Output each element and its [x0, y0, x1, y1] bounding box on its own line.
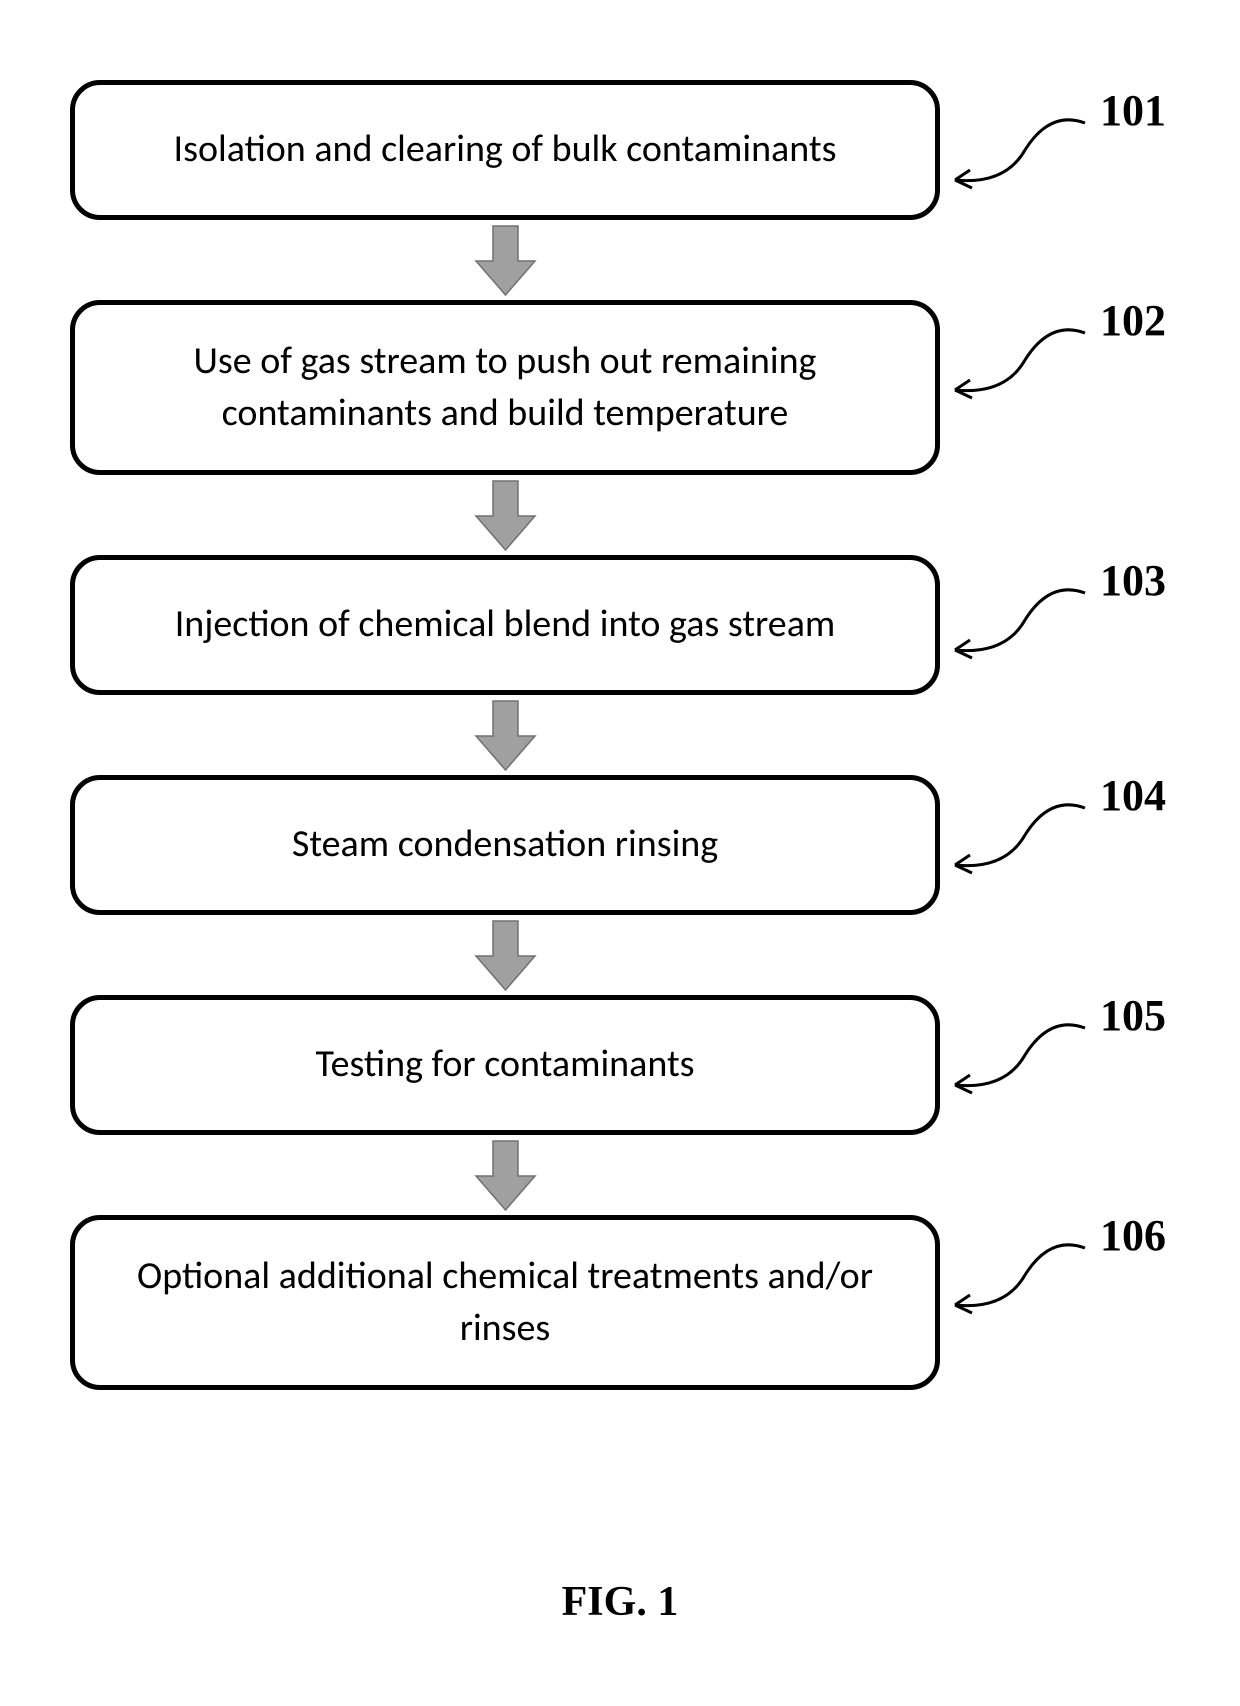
step-text: Testing for contaminants — [315, 1039, 694, 1090]
step-text: Use of gas stream to push out remaining … — [115, 336, 895, 439]
step-box-101: Isolation and clearing of bulk contamina… — [70, 80, 940, 220]
step-box-105: Testing for contaminants — [70, 995, 940, 1135]
ref-arrow-icon — [940, 325, 1090, 410]
arrow-down-icon — [70, 915, 940, 995]
ref-arrow-icon — [940, 585, 1090, 670]
arrow-down-icon — [70, 475, 940, 555]
ref-label-105: 105 — [1100, 990, 1166, 1041]
ref-arrow-icon — [940, 800, 1090, 885]
step-box-102: Use of gas stream to push out remaining … — [70, 300, 940, 475]
step-text: Optional additional chemical treatments … — [115, 1251, 895, 1354]
ref-arrow-icon — [940, 115, 1090, 200]
step-box-104: Steam condensation rinsing — [70, 775, 940, 915]
step-text: Isolation and clearing of bulk contamina… — [174, 124, 837, 175]
ref-label-104: 104 — [1100, 770, 1166, 821]
ref-label-101: 101 — [1100, 85, 1166, 136]
figure-caption: FIG. 1 — [0, 1578, 1240, 1626]
step-box-106: Optional additional chemical treatments … — [70, 1215, 940, 1390]
flowchart-container: Isolation and clearing of bulk contamina… — [70, 80, 1010, 1390]
arrow-down-icon — [70, 695, 940, 775]
ref-arrow-icon — [940, 1020, 1090, 1105]
arrow-down-icon — [70, 220, 940, 300]
ref-label-103: 103 — [1100, 555, 1166, 606]
ref-arrow-icon — [940, 1240, 1090, 1325]
step-text: Steam condensation rinsing — [292, 819, 718, 870]
arrow-down-icon — [70, 1135, 940, 1215]
ref-label-102: 102 — [1100, 295, 1166, 346]
step-text: Injection of chemical blend into gas str… — [175, 599, 836, 650]
ref-label-106: 106 — [1100, 1210, 1166, 1261]
step-box-103: Injection of chemical blend into gas str… — [70, 555, 940, 695]
